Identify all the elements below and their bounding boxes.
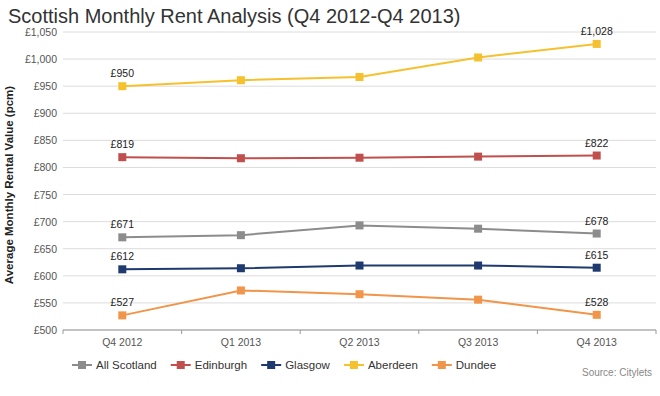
legend-marker [267,361,275,369]
grid-line [63,140,656,141]
legend-label: Aberdeen [368,359,418,371]
grid-line [63,275,656,276]
legend-marker [350,361,358,369]
data-label: £528 [585,296,609,308]
grid-line [63,113,656,114]
x-tick [181,330,182,334]
grid-line [63,302,656,303]
y-tick-label: £950 [34,80,58,92]
x-tick-label: Q3 2013 [458,336,498,348]
point-marker [474,296,482,304]
data-label: £615 [585,249,609,261]
y-tick-label: £500 [34,324,58,336]
plot-area [118,40,600,319]
point-marker [593,230,601,238]
legend-label: Dundee [456,359,496,371]
data-label: £950 [111,67,135,79]
x-tick [656,330,657,334]
point-marker [474,262,482,270]
point-marker [118,311,126,319]
data-label: £612 [111,250,135,262]
chart: Scottish Monthly Rent Analysis (Q4 2012-… [0,0,660,396]
data-label: £671 [111,218,135,230]
point-marker [237,286,245,294]
point-marker [118,82,126,90]
x-tick [300,330,301,334]
x-tick [537,330,538,334]
source-note: Source: Citylets [582,367,652,378]
y-tick-label: £750 [34,189,58,201]
y-tick-label: £650 [34,243,58,255]
point-marker [356,262,364,270]
data-label: £678 [585,215,609,227]
series-line [122,290,596,315]
page: {"chart_data": {"type": "line", "title":… [0,0,660,396]
point-marker [237,231,245,239]
y-tick-label: £700 [34,216,58,228]
grid-line [63,86,656,87]
x-tick-label: Q2 2013 [339,336,379,348]
series-line [122,44,596,86]
y-tick-label: £1,000 [25,53,57,65]
point-marker [356,73,364,81]
legend-label: All Scotland [96,359,157,371]
x-tick [63,330,64,334]
point-marker [118,153,126,161]
grid-line [63,194,656,195]
x-tick-label: Q4 2013 [577,336,617,348]
point-marker [356,221,364,229]
grid-line [63,248,656,249]
y-axis-label: Average Monthly Rental Value (pcm) [3,86,15,284]
grid-line [63,59,656,60]
legend-marker [438,361,446,369]
x-tick-label: Q4 2012 [102,336,142,348]
y-tick-label: £550 [34,297,58,309]
point-marker [237,76,245,84]
point-marker [593,311,601,319]
legend-marker [177,361,185,369]
point-marker [356,154,364,162]
point-marker [237,154,245,162]
point-marker [237,264,245,272]
point-marker [474,53,482,61]
point-marker [474,225,482,233]
point-marker [118,233,126,241]
point-marker [593,264,601,272]
y-tick-label: £850 [34,134,58,146]
grid-line [63,32,656,33]
x-axis-line [63,330,656,331]
y-tick-label: £900 [34,107,58,119]
point-marker [118,265,126,273]
data-label: £527 [111,296,135,308]
title: Scottish Monthly Rent Analysis (Q4 2012-… [8,5,460,27]
y-tick-label: £1,050 [25,26,57,38]
y-tick-label: £800 [34,161,58,173]
x-tick-label: Q1 2013 [221,336,261,348]
data-label: £1,028 [581,25,613,37]
legend-label: Edinburgh [195,359,247,371]
y-tick-label: £600 [34,270,58,282]
point-marker [356,290,364,298]
legend-label: Glasgow [285,359,330,371]
grid-line [63,167,656,168]
legend: All Scotland Edinburgh Glasgow Aberdeen Dund… [72,359,496,371]
point-marker [593,40,601,48]
x-tick [418,330,419,334]
legend-marker [78,361,86,369]
point-marker [593,152,601,160]
grid-line [63,330,656,331]
data-label: £819 [111,138,135,150]
data-label: £822 [585,137,609,149]
point-marker [474,153,482,161]
